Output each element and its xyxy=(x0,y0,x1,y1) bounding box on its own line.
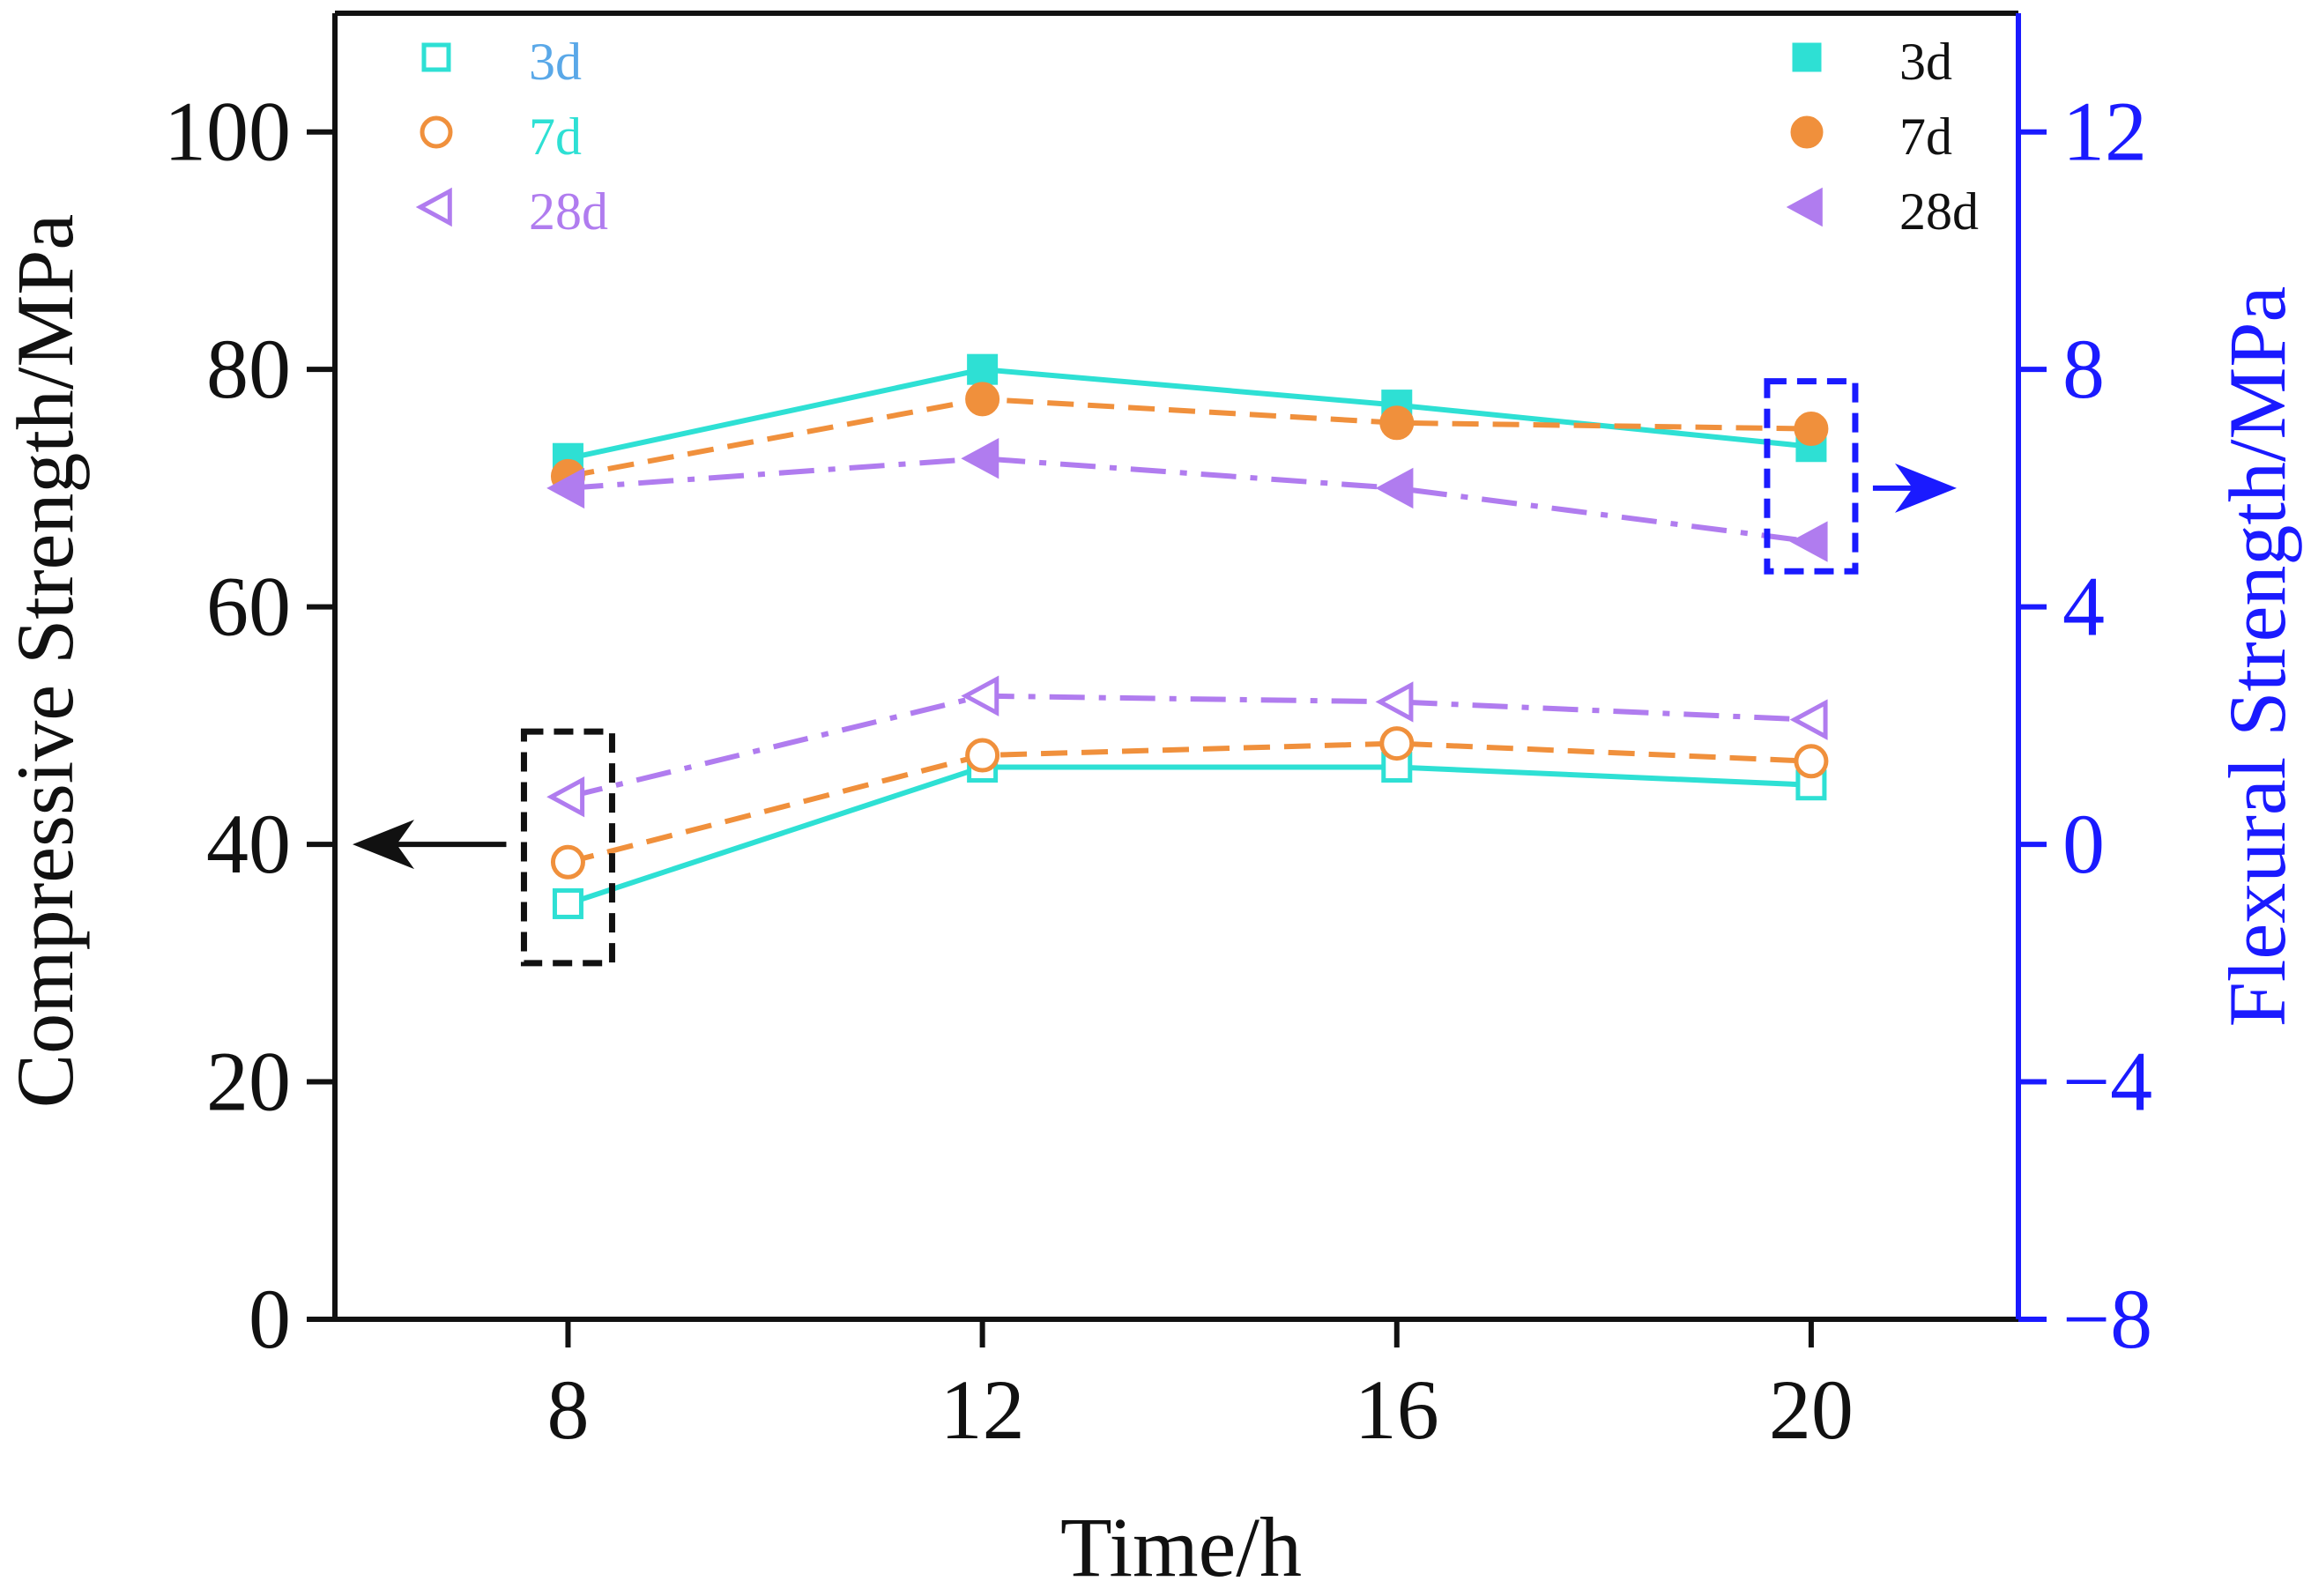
legend-left-label-28d: 28d xyxy=(529,182,608,241)
y-left-tick-label: 60 xyxy=(206,560,291,654)
compressive-point-28d xyxy=(1375,681,1414,723)
compressive-point-3d xyxy=(1381,752,1413,783)
y-left-axis-title: Compressive Strength/MPa xyxy=(0,214,90,1109)
series-layer xyxy=(546,353,1829,919)
compressive-line-7d xyxy=(567,740,1812,865)
compressive-box xyxy=(520,728,615,967)
y-right-tick-label: 0 xyxy=(2062,797,2105,891)
axis-label-layer: Time/h Compressive Strength/MPa Flexural… xyxy=(0,214,2302,1594)
y-left-tick-label: 20 xyxy=(206,1035,291,1129)
legend-left-label-3d: 3d xyxy=(529,33,582,91)
y-right-tick-label: 8 xyxy=(2062,322,2105,416)
legend-right-marker-28d xyxy=(1786,187,1823,227)
legend-right-marker-3d xyxy=(1792,42,1822,72)
x-tick-label: 12 xyxy=(940,1362,1025,1457)
compressive-box-arrow-head xyxy=(353,820,414,870)
y-right-tick-label: −4 xyxy=(2062,1035,2152,1129)
flexural-point-7d xyxy=(965,382,1000,417)
legend-right-label-3d: 3d xyxy=(1899,33,1952,91)
compressive-point-7d xyxy=(1794,744,1829,779)
compressive-point-28d xyxy=(961,675,999,716)
y-right-tick-label: 12 xyxy=(2062,85,2147,179)
x-tick-label: 16 xyxy=(1355,1362,1439,1457)
flexural-line-28d xyxy=(568,456,1812,545)
compressive-point-7d xyxy=(965,738,1000,773)
legend-left-marker-3d xyxy=(421,42,451,72)
legend-left-marker-28d xyxy=(415,187,452,227)
annotation-layer xyxy=(353,378,1957,967)
compressive-point-7d xyxy=(550,844,585,880)
y-right-tick-label: −8 xyxy=(2062,1272,2152,1366)
y-left-tick-label: 80 xyxy=(206,322,291,416)
y-left-tick-label: 100 xyxy=(164,85,291,179)
y-right-tick-label: 4 xyxy=(2062,560,2105,654)
flexural-point-28d xyxy=(546,467,585,509)
flexural-point-7d xyxy=(1379,405,1415,441)
compressive-point-3d xyxy=(552,887,583,919)
compressive-point-28d xyxy=(1789,699,1828,740)
legend-right-label-7d: 7d xyxy=(1899,108,1952,166)
legend-left-label-7d: 7d xyxy=(529,108,582,166)
compressive-point-28d xyxy=(546,776,585,818)
x-tick-label: 20 xyxy=(1769,1362,1854,1457)
x-tick-label: 8 xyxy=(546,1362,589,1457)
flexural-point-28d xyxy=(961,438,999,479)
flexural-point-3d xyxy=(967,353,999,385)
y-right-axis-title: Flexural Strength/MPa xyxy=(2212,286,2302,1028)
legend-right-marker-7d xyxy=(1790,115,1824,149)
compressive-line-28d xyxy=(567,693,1812,800)
flexural-point-28d xyxy=(1375,467,1414,509)
compressive-point-7d xyxy=(1379,726,1415,761)
flexural-point-28d xyxy=(1789,521,1828,562)
flexural-box-arrow-head xyxy=(1895,463,1957,513)
x-axis-title: Time/h xyxy=(1060,1500,1302,1594)
legend-right-label-28d: 28d xyxy=(1899,182,1979,241)
compressive-line-3d xyxy=(567,764,1812,907)
flexural-point-7d xyxy=(1794,412,1829,447)
plot-frame: 8 12 16 20 0 20 40 60 80 100 −8 −4 0 4 8 12 xyxy=(164,11,2152,1457)
flexural-box xyxy=(1764,378,1859,575)
flexural-line-7d xyxy=(567,396,1811,479)
flexural-line-3d xyxy=(567,367,1812,462)
y-left-tick-label: 40 xyxy=(206,797,291,891)
legend-left-marker-7d xyxy=(420,115,453,149)
legend-layer: 3d 7d 28d 3d 7d 28d xyxy=(415,33,1979,241)
y-left-tick-label: 0 xyxy=(249,1272,291,1366)
